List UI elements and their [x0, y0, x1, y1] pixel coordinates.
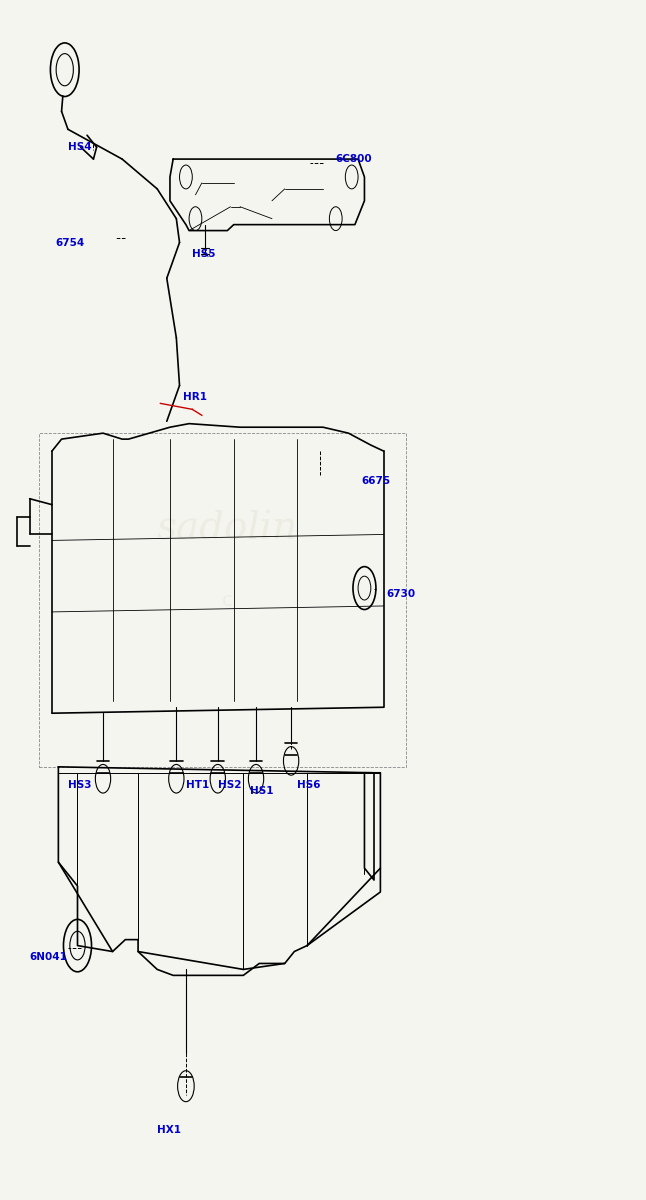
Text: HS6: HS6 [298, 780, 321, 790]
Text: c: c [222, 590, 233, 610]
Text: sadolin: sadolin [157, 510, 298, 547]
Text: HS4: HS4 [68, 142, 92, 152]
Text: 6754: 6754 [55, 238, 85, 247]
Text: HR1: HR1 [183, 392, 207, 402]
Text: 6N041: 6N041 [30, 953, 68, 962]
Text: HS3: HS3 [68, 780, 92, 790]
Text: HT1: HT1 [186, 780, 209, 790]
Text: HS2: HS2 [218, 780, 242, 790]
Text: 6730: 6730 [387, 589, 416, 599]
Text: HS1: HS1 [249, 786, 273, 796]
Text: 6C800: 6C800 [336, 154, 372, 164]
Text: 6675: 6675 [361, 476, 390, 486]
Text: HX1: HX1 [157, 1126, 182, 1135]
Text: HS5: HS5 [193, 250, 216, 259]
